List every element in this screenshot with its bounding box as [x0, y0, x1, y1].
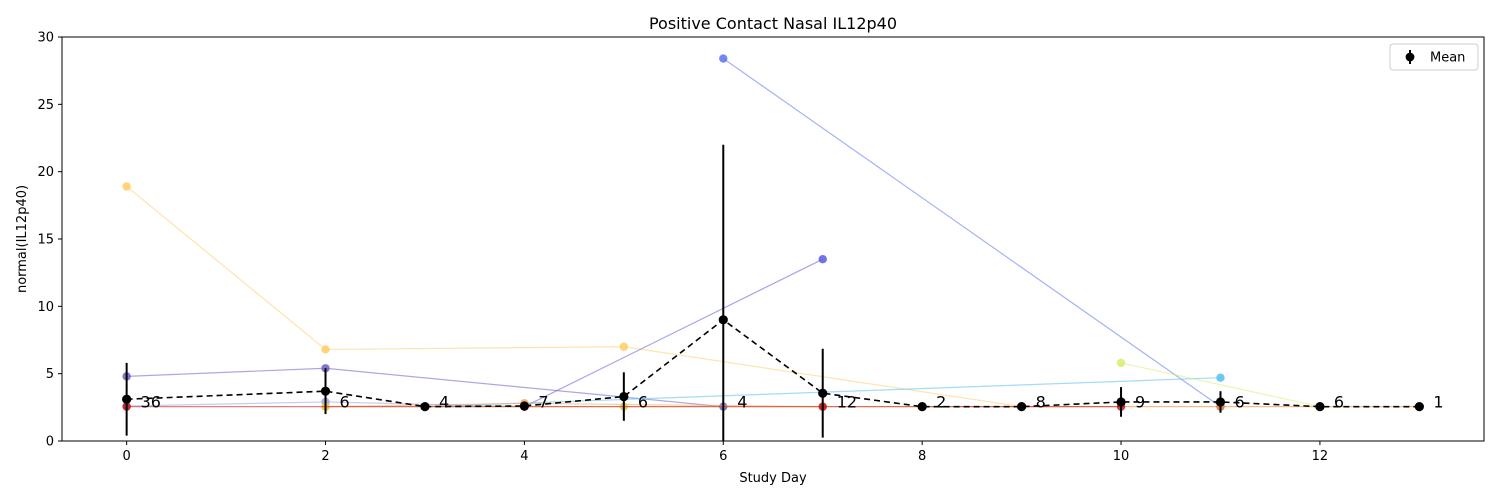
- x-axis-title: Study Day: [739, 471, 807, 486]
- y-tick-label: 30: [37, 31, 54, 46]
- mean-point: [1414, 402, 1424, 412]
- x-tick-label: 10: [1113, 449, 1130, 464]
- subject-point: [122, 182, 131, 191]
- y-tick-label: 10: [37, 300, 54, 315]
- mean-series-group: 36 6 4 7 6 4 12 2 8 9 6 6 1: [122, 144, 1444, 441]
- x-tick-label: 12: [1312, 449, 1329, 464]
- x-tick-label: 4: [520, 449, 528, 464]
- tick-group: 0 2 4 6 8 10 12 0 5 10 15 20 25 30: [37, 31, 1328, 465]
- mean-point: [320, 386, 331, 396]
- subject-point: [321, 364, 330, 373]
- count-label: 9: [1135, 393, 1145, 412]
- subject-line: [722, 58, 1221, 408]
- count-label: 6: [1334, 393, 1344, 412]
- legend-dot: [1405, 52, 1415, 62]
- mean-point: [1116, 397, 1126, 407]
- count-label: 6: [340, 393, 350, 412]
- mean-point: [818, 388, 828, 398]
- mean-point: [619, 391, 629, 402]
- axes-group: [61, 36, 1485, 442]
- mean-point: [718, 315, 728, 325]
- count-label: 2: [936, 393, 946, 412]
- legend-label-mean: Mean: [1430, 51, 1465, 66]
- subject-point: [818, 255, 827, 264]
- x-tick-label: 6: [719, 449, 727, 464]
- mean-point: [917, 402, 927, 412]
- count-label: 4: [737, 393, 747, 412]
- chart-title: Positive Contact Nasal IL12p40: [649, 14, 897, 33]
- x-tick-label: 2: [321, 449, 329, 464]
- x-tick-label: 8: [918, 449, 926, 464]
- count-label: 6: [638, 393, 648, 412]
- y-axis-title: normal(IL12p40): [15, 185, 30, 293]
- count-label: 12: [837, 393, 857, 412]
- mean-point: [1215, 397, 1226, 407]
- mean-point: [519, 401, 529, 411]
- mean-point: [1315, 402, 1325, 412]
- mean-point: [1017, 402, 1027, 412]
- count-label: 36: [141, 393, 161, 412]
- y-tick-label: 20: [37, 165, 54, 180]
- subject-series-group: [122, 54, 1424, 411]
- count-label: 4: [439, 393, 449, 412]
- subject-point: [719, 54, 728, 63]
- y-tick-label: 15: [37, 233, 54, 248]
- subject-point: [1116, 358, 1126, 368]
- subject-line: [126, 367, 724, 408]
- subject-line: [524, 258, 823, 408]
- subject-point: [321, 345, 330, 354]
- subject-line: [1120, 362, 1321, 408]
- legend-marker-mean: [1405, 50, 1415, 64]
- mean-point: [122, 394, 132, 404]
- y-tick-label: 5: [46, 367, 54, 382]
- x-tick-label: 0: [122, 449, 130, 464]
- plot-frame: [61, 36, 1485, 442]
- mean-point: [420, 402, 430, 412]
- count-label: 1: [1433, 393, 1443, 412]
- subject-point: [1216, 373, 1225, 382]
- count-label: 8: [1036, 393, 1046, 412]
- subject-line: [126, 186, 1022, 408]
- count-label: 6: [1234, 393, 1244, 412]
- legend-box: [1389, 43, 1479, 71]
- legend: Mean: [1389, 43, 1479, 71]
- count-label: 7: [538, 393, 548, 412]
- y-tick-label: 0: [46, 435, 54, 450]
- y-tick-label: 25: [37, 98, 54, 113]
- subject-point: [619, 342, 629, 351]
